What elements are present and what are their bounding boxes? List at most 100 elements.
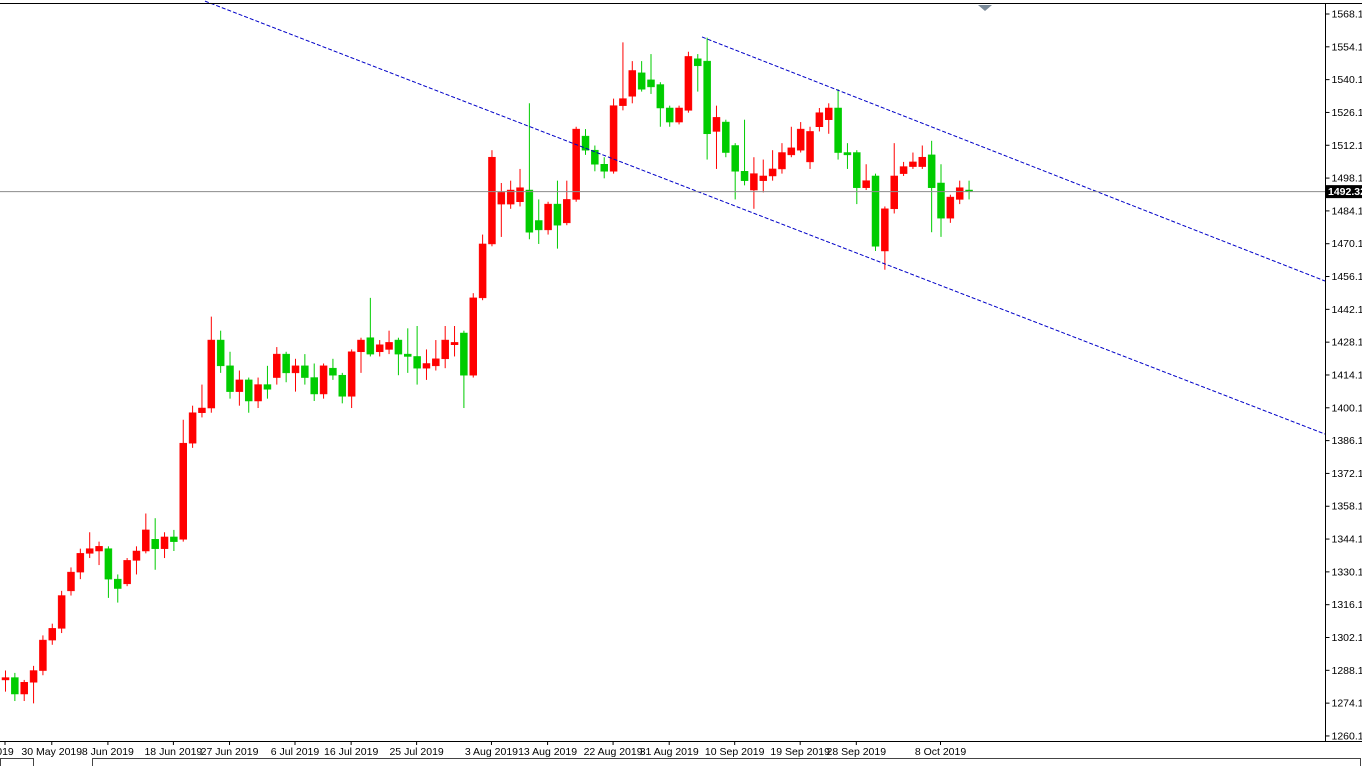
candle (357, 337, 365, 373)
candle-body (675, 107, 683, 123)
candle (207, 316, 216, 413)
date-tick-label: 10 Sep 2019 (705, 746, 765, 758)
candle (768, 150, 777, 181)
chart-shift-marker-icon[interactable] (978, 5, 992, 11)
candle (722, 119, 730, 158)
candle-body (329, 367, 337, 376)
candle (282, 351, 290, 383)
candle-body (1, 677, 10, 681)
candle (647, 54, 655, 94)
price-tick-label: 1358.10 (1332, 501, 1362, 513)
candle-body (338, 374, 347, 397)
candle (955, 180, 964, 205)
candle-body (918, 156, 927, 167)
candle (899, 161, 908, 176)
candle (843, 143, 852, 169)
candle-body (927, 154, 936, 188)
candle-body (516, 187, 524, 203)
candle-body (198, 407, 206, 413)
candle-body (357, 339, 365, 353)
descending-channel-upper-trendline[interactable] (701, 36, 1326, 282)
candle-body (506, 189, 515, 205)
price-axis[interactable]: 1568.10 1554.10 1540.10 1526.10 1512.10 1498.… (1325, 9, 1362, 743)
candle (20, 679, 28, 702)
candle (39, 635, 47, 676)
candle-body (207, 339, 216, 409)
candle (254, 377, 262, 409)
candle (375, 340, 384, 357)
candle (469, 293, 477, 378)
date-tick-label: 19 Sep 2019 (770, 746, 830, 758)
candle-body (497, 192, 506, 205)
candle (235, 370, 244, 406)
date-tick-label: 6 Jul 2019 (271, 746, 320, 758)
candle (301, 354, 309, 385)
candle-body (319, 365, 328, 395)
candle-body (469, 297, 477, 376)
candle-body (188, 412, 197, 444)
candle-body (787, 147, 796, 156)
candle (862, 164, 870, 191)
candle-body (853, 152, 861, 188)
chart-frame (0, 3, 1362, 742)
candle-body (955, 187, 964, 200)
candle-body (160, 536, 169, 549)
candle-body (871, 175, 880, 247)
candle-body (600, 164, 608, 172)
candle (132, 546, 141, 575)
candle (927, 140, 936, 233)
candle-body (609, 105, 618, 172)
candle (787, 126, 796, 158)
price-tick-label: 1442.10 (1332, 304, 1362, 316)
candle-body (544, 203, 552, 231)
candle (57, 590, 66, 634)
candle (712, 105, 721, 169)
candle (834, 89, 842, 160)
bottom-left-box[interactable] (0, 758, 34, 766)
date-tick-label: 30 May 2019 (21, 746, 82, 758)
candle-body (806, 131, 814, 163)
candle (67, 567, 75, 596)
candle (656, 82, 665, 127)
candle-body (179, 442, 187, 540)
candle (76, 548, 85, 580)
candle (628, 61, 637, 104)
candle (244, 377, 253, 413)
candle-body (909, 161, 917, 167)
candle-body (441, 339, 449, 360)
candle (450, 325, 459, 357)
candle-body (478, 243, 487, 299)
candle (609, 98, 618, 174)
date-tick-label: 31 Aug 2019 (640, 746, 699, 758)
candle-body (413, 356, 421, 369)
candle-body (553, 203, 562, 226)
candle (516, 168, 524, 207)
date-tick-label: 3 Aug 2019 (465, 746, 518, 758)
candle (740, 119, 749, 186)
candle (170, 529, 178, 552)
candle-body (628, 70, 637, 97)
candle (142, 513, 150, 554)
candle-body (347, 351, 356, 397)
candle-body (619, 98, 627, 106)
candle (918, 145, 927, 169)
candle-body (170, 536, 178, 542)
candle-body (750, 173, 758, 191)
candle (104, 546, 113, 598)
candle (338, 372, 347, 404)
current-price-flag: 1492.32 (1326, 185, 1362, 199)
price-tick-label: 1428.10 (1332, 337, 1362, 349)
candle-body (432, 358, 440, 367)
descending-trendline-long[interactable] (204, 0, 1326, 435)
bottom-scrollbar[interactable] (92, 758, 1361, 766)
candle (123, 558, 131, 587)
candle (581, 129, 590, 155)
candle (946, 194, 955, 223)
candle (114, 574, 122, 603)
candle (394, 337, 403, 376)
candle (591, 145, 599, 172)
candle (731, 143, 739, 200)
candle (665, 105, 674, 127)
